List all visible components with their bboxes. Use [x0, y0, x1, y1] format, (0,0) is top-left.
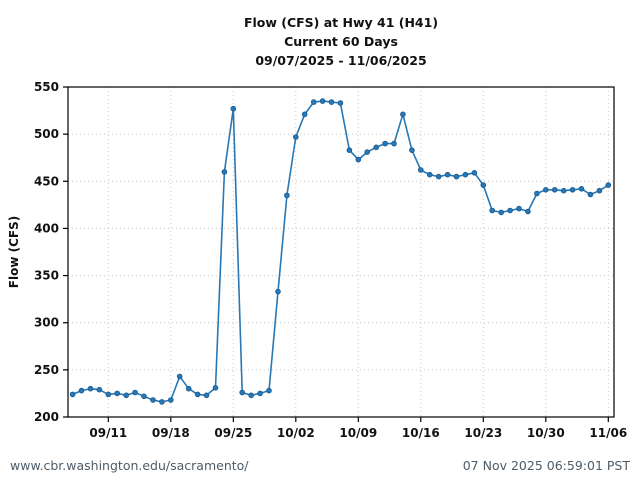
data-point-marker	[319, 98, 326, 104]
y-tick-label: 250	[34, 363, 59, 377]
x-tick-label: 09/25	[214, 426, 252, 440]
data-point-marker	[105, 391, 112, 398]
data-point-marker	[444, 171, 451, 178]
data-point-marker	[507, 207, 513, 214]
data-point-marker	[525, 208, 531, 215]
data-point-marker	[534, 190, 540, 197]
data-point-marker	[87, 385, 94, 392]
x-tick-label: 11/06	[589, 426, 627, 440]
x-tick-label: 10/02	[277, 426, 315, 440]
data-point-marker	[435, 173, 442, 180]
data-point-marker	[364, 149, 371, 155]
y-tick-label: 400	[34, 221, 59, 235]
data-point-marker	[284, 192, 290, 199]
chart-title-block: Flow (CFS) at Hwy 41 (H41) Current 60 Da…	[68, 13, 614, 70]
y-tick-label: 450	[34, 174, 59, 188]
y-tick-label: 500	[34, 127, 59, 141]
data-point-marker	[69, 391, 76, 398]
data-point-marker	[516, 205, 522, 212]
chart-date-range: 09/07/2025 - 11/06/2025	[255, 53, 427, 68]
y-tick-label: 300	[34, 316, 59, 330]
flow-series-line	[72, 100, 609, 403]
x-tick-label: 10/16	[402, 426, 440, 440]
data-point-marker	[114, 390, 120, 397]
data-point-marker	[426, 171, 433, 178]
data-point-marker	[221, 169, 228, 175]
x-tick-label: 09/18	[152, 426, 190, 440]
footer-url: www.cbr.washington.edu/sacramento/	[10, 458, 249, 473]
x-tick-label: 09/11	[89, 426, 127, 440]
y-tick-label: 350	[34, 269, 59, 283]
data-point-marker	[176, 373, 183, 380]
data-point-marker	[150, 397, 156, 403]
data-point-marker	[310, 99, 317, 105]
data-point-marker	[578, 186, 585, 192]
data-point-marker	[382, 140, 388, 147]
data-point-marker	[132, 389, 138, 396]
data-point-marker	[605, 182, 612, 188]
y-axis-label: Flow (CFS)	[7, 216, 21, 288]
y-tick-label: 200	[34, 410, 59, 424]
chart-title: Flow (CFS) at Hwy 41 (H41)	[243, 15, 439, 30]
data-point-marker	[346, 147, 353, 154]
data-point-marker	[471, 170, 478, 176]
data-point-marker	[587, 191, 594, 198]
data-point-marker	[551, 187, 558, 193]
data-point-marker	[560, 187, 567, 194]
footer: www.cbr.washington.edu/sacramento/ 07 No…	[0, 452, 640, 480]
data-point-marker	[542, 187, 549, 193]
data-point-marker	[337, 100, 344, 106]
footer-timestamp: 07 Nov 2025 06:59:01 PST	[462, 458, 630, 473]
y-tick-label: 550	[34, 80, 59, 94]
data-point-marker	[185, 385, 192, 392]
data-point-marker	[203, 392, 210, 399]
data-point-marker	[569, 187, 576, 193]
data-point-marker	[212, 384, 219, 391]
x-tick-label: 10/23	[464, 426, 502, 440]
x-tick-label: 10/30	[527, 426, 565, 440]
data-point-marker	[480, 182, 487, 188]
flow-line-chart: 200 250 300 350 400 450 500 550 09/11 09/18 09/25 1…	[7, 80, 627, 440]
data-point-marker	[292, 134, 299, 140]
chart-subtitle: Current 60 Days	[284, 34, 398, 49]
plot-frame	[67, 86, 615, 418]
data-point-marker	[266, 387, 272, 394]
data-point-marker	[78, 387, 85, 394]
data-point-marker	[373, 144, 380, 151]
data-point-marker	[168, 397, 174, 403]
data-point-marker	[453, 173, 460, 180]
data-point-marker	[409, 147, 415, 154]
data-point-marker	[400, 111, 406, 118]
data-point-marker	[489, 207, 496, 214]
data-point-marker	[194, 391, 201, 398]
data-point-marker	[355, 156, 362, 163]
data-point-marker	[257, 390, 263, 397]
data-point-marker	[239, 389, 246, 396]
data-point-marker	[391, 140, 397, 147]
data-point-marker	[230, 105, 237, 112]
data-point-marker	[417, 167, 424, 173]
data-point-marker	[248, 392, 255, 399]
data-point-marker	[275, 288, 281, 295]
data-point-marker	[498, 209, 505, 216]
data-point-marker	[159, 399, 165, 405]
data-point-marker	[596, 187, 603, 194]
data-point-marker	[141, 393, 147, 400]
data-point-marker	[328, 99, 335, 105]
x-tick-label: 10/09	[339, 426, 377, 440]
data-point-marker	[462, 171, 469, 178]
data-point-marker	[123, 392, 129, 399]
data-point-marker	[301, 111, 308, 118]
data-point-marker	[96, 386, 103, 393]
